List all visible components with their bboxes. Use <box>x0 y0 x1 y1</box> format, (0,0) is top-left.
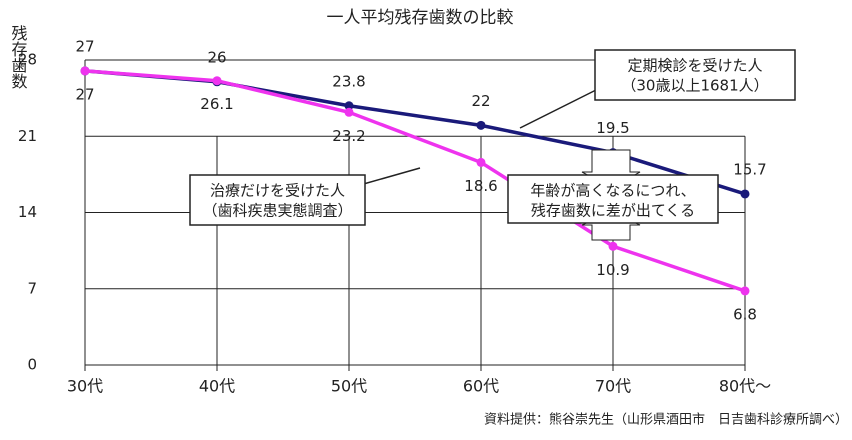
y-tick-label: 14 <box>18 203 37 221</box>
callout-pointer <box>519 87 601 129</box>
legend-navy-box <box>594 49 796 101</box>
value-label: 19.5 <box>596 119 629 137</box>
y-tick-label: 28 <box>18 51 37 69</box>
y-axis-label: 残存歯数 <box>9 25 28 89</box>
point <box>212 76 222 86</box>
annotation-text: 残存歯数に差が出てくる <box>531 202 695 220</box>
x-tick-label: 80代〜 <box>719 377 771 396</box>
x-tick-label: 50代 <box>331 377 367 396</box>
legend-magenta-text: （歯科疾患実態調査） <box>202 202 352 220</box>
series-line <box>84 69 746 293</box>
point <box>344 101 354 111</box>
value-label: 15.7 <box>733 160 766 178</box>
x-tick-label: 70代 <box>595 377 631 396</box>
point <box>608 241 618 251</box>
point <box>476 157 486 167</box>
chart-title: 一人平均残存歯数の比較 <box>327 8 514 28</box>
source: 資料提供：熊谷崇先生（山形県酒田市 日吉歯科診療所調べ） <box>484 412 848 428</box>
x-tick-label: 40代 <box>199 377 235 396</box>
callout-pointer <box>359 167 421 186</box>
y-tick-label: 21 <box>18 127 37 145</box>
value-label: 27 <box>75 85 94 103</box>
y-tick-label: 0 <box>27 356 37 374</box>
point <box>476 120 486 130</box>
legend-navy-text: （30歳以上1681人） <box>621 77 768 95</box>
annotation-text: 年齢が高くなるにつれ、 <box>530 182 695 200</box>
value-label: 27 <box>75 37 94 55</box>
x-tick-label: 60代 <box>463 377 499 396</box>
value-label: 10.9 <box>596 261 629 279</box>
y-axis-label: 残存歯数 <box>9 25 28 89</box>
point <box>740 286 750 296</box>
value-label: 22 <box>471 92 490 110</box>
legend-magenta-box <box>189 174 366 226</box>
value-label: 26.1 <box>200 95 233 113</box>
x-tick-label: 30代 <box>67 377 103 396</box>
value-label: 23.8 <box>332 72 365 90</box>
value-label: 18.6 <box>464 177 497 195</box>
point <box>344 107 354 117</box>
value-label: 23.2 <box>332 127 365 145</box>
legend-magenta-text: 治療だけを受けた人 <box>210 182 345 200</box>
point <box>740 189 750 199</box>
value-label: 6.8 <box>733 305 757 323</box>
value-label: 26 <box>207 48 226 66</box>
point <box>80 66 90 76</box>
legend-navy-text: 定期検診を受けた人 <box>627 57 762 75</box>
y-tick-label: 7 <box>27 279 37 297</box>
annotation-box <box>507 174 719 224</box>
